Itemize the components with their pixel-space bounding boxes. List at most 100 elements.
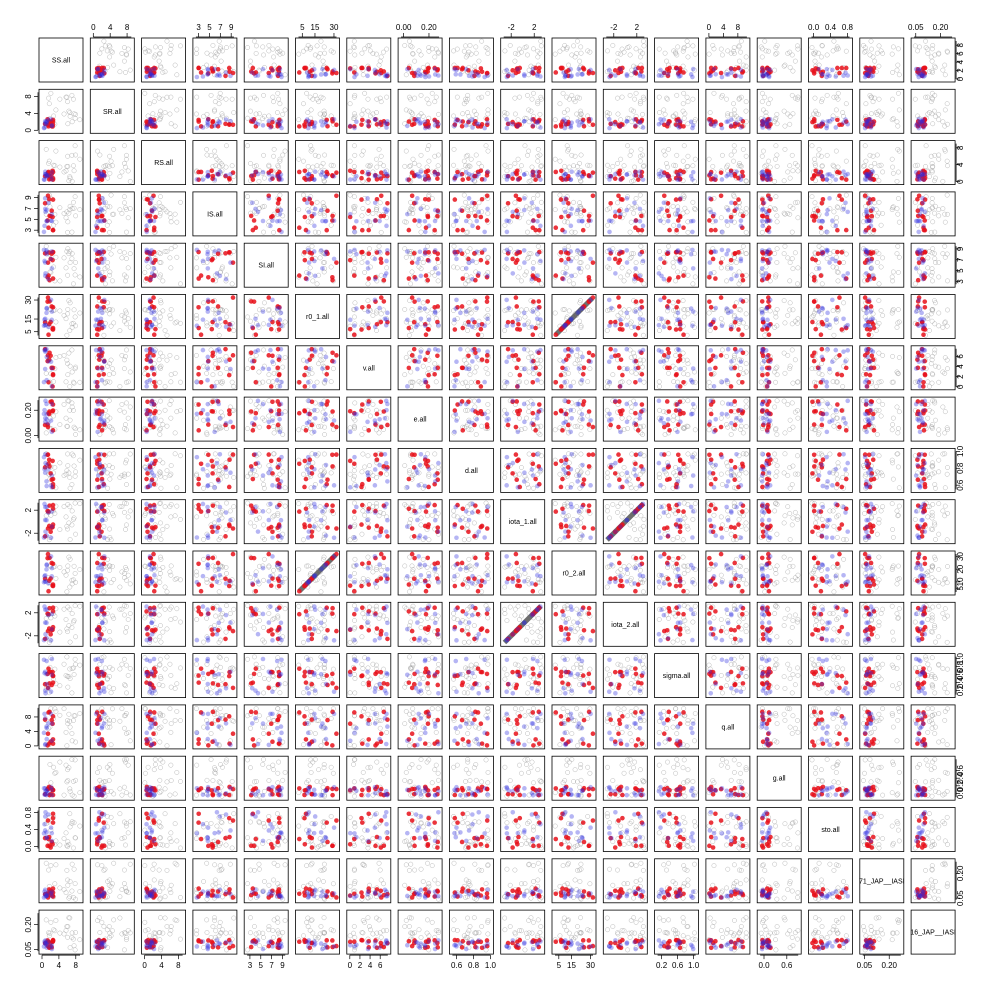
highlight-point-red <box>618 321 624 327</box>
highlight-point-blue <box>637 206 643 212</box>
highlight-point-blue <box>270 297 275 303</box>
panel-1-2 <box>141 88 187 134</box>
highlight-point-red <box>869 213 875 219</box>
highlight-point-blue <box>270 218 275 224</box>
highlight-point-blue <box>563 121 568 127</box>
highlight-point-blue <box>675 177 680 182</box>
panel-2-17 <box>910 140 956 186</box>
bg-point <box>312 52 318 58</box>
panel-4-17 <box>910 242 956 288</box>
panel-0-8 <box>448 37 494 83</box>
highlight-point-blue <box>149 271 155 276</box>
bg-point <box>152 52 158 58</box>
highlight-point-red <box>347 257 353 263</box>
highlight-point-blue <box>102 67 107 73</box>
highlight-point-red <box>666 213 672 219</box>
highlight-point-blue <box>205 174 211 179</box>
highlight-point-blue <box>365 196 370 201</box>
highlight-point-blue <box>830 256 835 262</box>
highlight-point-blue <box>458 310 463 316</box>
highlight-point-red <box>359 175 364 181</box>
panel-0-13 <box>705 37 751 83</box>
highlight-point-blue <box>97 218 103 224</box>
bg-point <box>204 50 210 56</box>
highlight-point-red <box>510 68 515 73</box>
highlight-point-blue <box>738 125 744 130</box>
panel-2-7 <box>397 140 443 186</box>
highlight-point-red <box>334 122 339 128</box>
highlight-point-blue <box>618 123 623 129</box>
highlight-point-blue <box>915 249 920 255</box>
highlight-point-red <box>835 65 840 71</box>
highlight-point-blue <box>151 218 157 224</box>
highlight-point-red <box>460 325 466 331</box>
highlight-point-blue <box>212 249 217 254</box>
highlight-point-red <box>810 119 815 125</box>
highlight-point-blue <box>216 72 222 77</box>
bg-point <box>321 44 327 50</box>
highlight-point-blue <box>763 209 769 215</box>
highlight-point-blue <box>205 169 211 175</box>
panel-3-7 <box>397 191 443 237</box>
highlight-point-blue <box>144 66 149 72</box>
highlight-point-red <box>50 227 56 233</box>
highlight-point-blue <box>767 116 773 122</box>
panel-0-3 <box>192 37 238 83</box>
highlight-point-red <box>270 213 275 219</box>
highlight-point-red <box>505 200 511 206</box>
highlight-point-blue <box>675 249 680 254</box>
highlight-point-red <box>818 273 824 278</box>
highlight-point-blue <box>372 256 378 262</box>
highlight-point-blue <box>485 169 490 175</box>
highlight-point-blue <box>454 218 459 224</box>
highlight-point-blue <box>830 67 835 73</box>
panel-3-13 <box>705 191 751 237</box>
highlight-point-red <box>303 65 309 71</box>
highlight-point-blue <box>759 310 765 316</box>
highlight-point-blue <box>676 74 682 79</box>
highlight-point-red <box>209 326 215 332</box>
highlight-point-blue <box>766 125 772 131</box>
highlight-point-blue <box>764 174 770 179</box>
panel-2-15 <box>808 140 853 186</box>
highlight-point-red <box>674 304 679 310</box>
highlight-point-red <box>531 299 536 304</box>
highlight-point-red <box>710 256 716 262</box>
highlight-point-red <box>740 169 745 175</box>
highlight-point-blue <box>713 174 719 179</box>
highlight-point-blue <box>148 276 154 282</box>
bg-point <box>351 38 357 44</box>
bg-point <box>168 42 174 48</box>
highlight-point-red <box>309 200 315 206</box>
highlight-point-blue <box>510 73 516 78</box>
highlight-point-blue <box>49 317 55 323</box>
highlight-point-blue <box>98 73 104 79</box>
highlight-point-red <box>409 260 415 265</box>
highlight-point-blue <box>474 121 480 126</box>
highlight-point-blue <box>422 74 428 80</box>
highlight-point-blue <box>147 249 153 255</box>
highlight-point-blue <box>277 121 282 126</box>
highlight-point-blue <box>845 73 851 78</box>
panel-5-12 <box>654 294 699 339</box>
bg-point <box>253 50 259 56</box>
highlight-point-blue <box>452 211 457 217</box>
highlight-point-blue <box>922 171 928 177</box>
panel-4-11 <box>602 242 648 288</box>
highlight-point-blue <box>529 324 535 330</box>
bg-point <box>162 69 168 75</box>
highlight-point-blue <box>372 297 378 303</box>
highlight-point-blue <box>515 66 521 72</box>
highlight-point-blue <box>916 229 922 235</box>
highlight-point-blue <box>633 66 638 72</box>
highlight-point-blue <box>144 74 149 79</box>
highlight-point-blue <box>347 177 353 182</box>
highlight-point-blue <box>377 121 382 126</box>
highlight-point-blue <box>405 66 410 72</box>
bg-point <box>111 62 117 68</box>
highlight-point-blue <box>304 200 310 206</box>
highlight-point-blue <box>588 67 593 73</box>
highlight-point-blue <box>656 271 662 276</box>
highlight-point-blue <box>463 309 469 314</box>
highlight-point-blue <box>767 256 773 262</box>
